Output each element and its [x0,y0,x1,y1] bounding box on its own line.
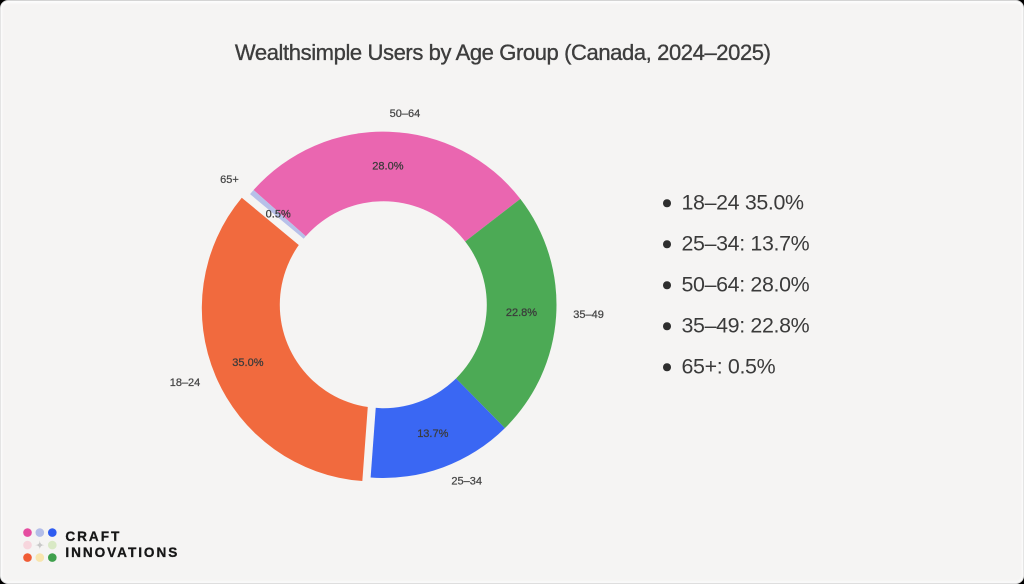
svg-text:0.5%: 0.5% [266,209,291,221]
svg-text:35–49: 35–49 [573,309,604,321]
svg-text:50–64: 50–64 [390,108,421,120]
svg-text:25–34: 25–34 [451,476,482,488]
svg-text:35.0%: 35.0% [232,357,263,369]
svg-text:28.0%: 28.0% [372,161,403,173]
svg-text:22.8%: 22.8% [506,307,537,319]
svg-text:65+: 65+ [220,174,239,186]
svg-text:18–24: 18–24 [170,377,201,389]
svg-text:13.7%: 13.7% [417,428,448,440]
